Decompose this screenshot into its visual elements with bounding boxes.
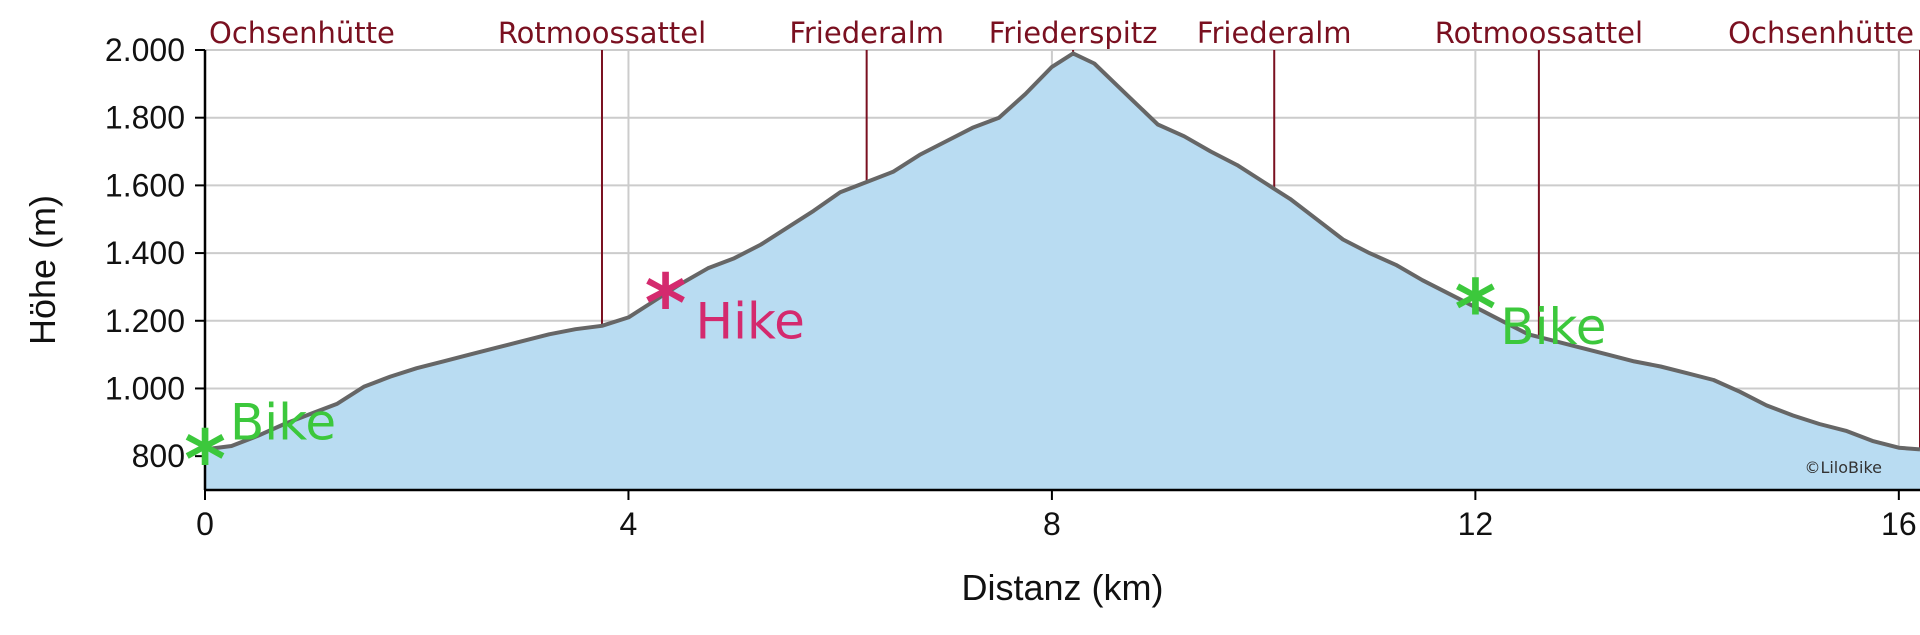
y-tick-label: 800 [132, 438, 185, 474]
profile-fill [205, 53, 1920, 491]
x-tick-label: 16 [1881, 506, 1917, 542]
waypoint-label: Rotmoossattel [498, 16, 706, 50]
x-tick-label: 8 [1043, 506, 1061, 542]
marker-bike-label: Bike [1500, 298, 1606, 356]
x-tick-label: 4 [620, 506, 638, 542]
axes [195, 49, 1920, 500]
x-tick-label: 0 [196, 506, 214, 542]
waypoint-labels: Ochsenhütte Rotmoossattel Friederalm Friede… [209, 16, 1914, 50]
y-tick-label: 2.000 [105, 32, 185, 68]
waypoint-label: Ochsenhütte [1728, 16, 1914, 50]
marker-hike-symbol: * [645, 258, 687, 351]
waypoint-label: Ochsenhütte [209, 16, 395, 50]
y-tick-label: 1.200 [105, 303, 185, 339]
x-axis-title: Distanz (km) [961, 567, 1163, 608]
y-tick-label: 1.000 [105, 370, 185, 406]
y-axis-title: Höhe (m) [22, 195, 63, 345]
marker-bike-label: Bike [230, 393, 336, 451]
x-tick-label: 12 [1458, 506, 1494, 542]
copyright-text: ©LiloBike [1804, 458, 1882, 477]
waypoint-label: Rotmoossattel [1435, 16, 1643, 50]
y-tick-label: 1.800 [105, 100, 185, 136]
waypoint-label: Friederspitz [989, 16, 1158, 50]
markers: * Bike* Hike * Bike [184, 258, 1606, 507]
y-tick-label: 1.600 [105, 167, 185, 203]
marker-bike-symbol: * [1454, 263, 1496, 356]
marker-hike-label: Hike [696, 293, 805, 351]
waypoint-label: Friederalm [1197, 16, 1352, 50]
y-tick-label: 1.400 [105, 235, 185, 271]
waypoint-label: Friederalm [789, 16, 944, 50]
profile-line [204, 51, 1920, 452]
marker-bike-symbol: * [184, 413, 226, 506]
tick-labels: 800 1.000 1.200 1.400 1.600 1.800 2.000 0 4 8 12 16 [105, 32, 1917, 542]
profile-area [204, 51, 1920, 491]
